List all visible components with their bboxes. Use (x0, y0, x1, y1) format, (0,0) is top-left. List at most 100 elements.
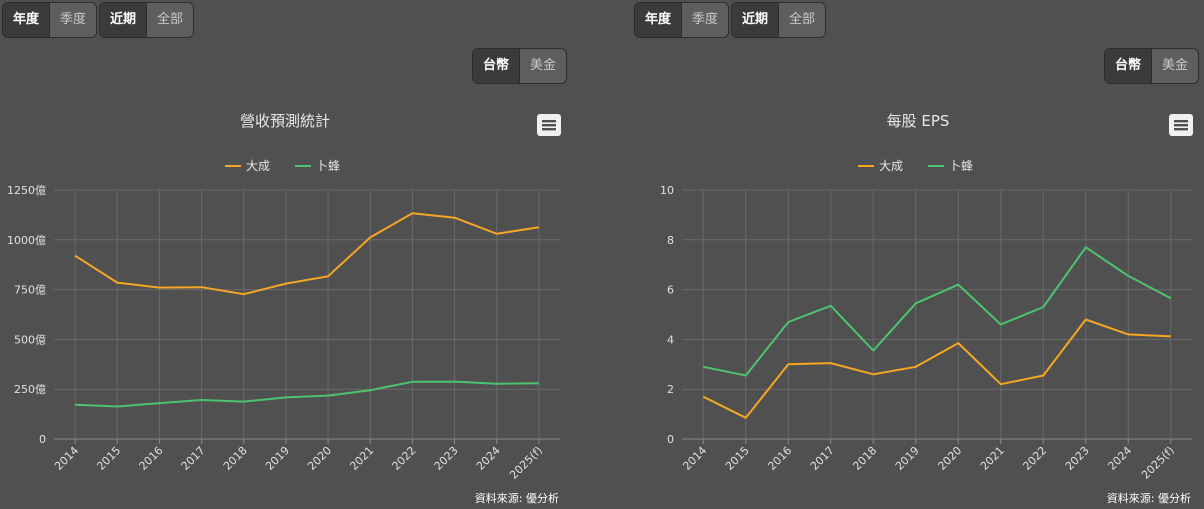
legend-item[interactable]: 卜蜂 (295, 159, 340, 173)
y-tick-label: 8 (667, 234, 674, 247)
data-point[interactable] (910, 297, 922, 309)
all-button[interactable]: 全部 (778, 3, 826, 37)
data-point[interactable] (196, 281, 208, 293)
y-tick-label: 1250億 (7, 184, 46, 197)
data-point[interactable] (111, 277, 123, 289)
y-tick-label: 1000億 (7, 234, 46, 247)
data-point[interactable] (533, 377, 545, 389)
twd-button[interactable]: 台幣 (1105, 49, 1152, 83)
x-tick-label: 2022 (390, 444, 419, 473)
currency-toggle: 台幣 美金 (472, 48, 568, 84)
data-point[interactable] (322, 270, 334, 282)
data-point[interactable] (322, 390, 334, 402)
usd-button[interactable]: 美金 (1151, 49, 1199, 83)
x-tick-label: 2022 (1020, 444, 1049, 473)
menu-icon-bar (1174, 120, 1188, 123)
data-point[interactable] (280, 278, 292, 290)
x-tick-label: 2017 (179, 444, 208, 473)
recent-button[interactable]: 近期 (100, 3, 147, 37)
x-tick-label: 2020 (305, 444, 334, 473)
data-point[interactable] (697, 391, 709, 403)
data-point[interactable] (449, 376, 461, 388)
legend-label: 大成 (246, 159, 270, 173)
data-point[interactable] (69, 250, 81, 262)
data-point[interactable] (1122, 270, 1134, 282)
data-point[interactable] (995, 378, 1007, 390)
data-point[interactable] (238, 396, 250, 408)
series-line (703, 246, 1172, 377)
legend-item[interactable]: 大成 (858, 159, 903, 173)
usd-button[interactable]: 美金 (519, 49, 567, 83)
data-point[interactable] (782, 358, 794, 370)
series-line (74, 212, 540, 296)
period-toggle: 年度 季度 (2, 2, 98, 38)
y-tick-label: 4 (667, 333, 674, 346)
chart-title: 營收預測統計 (240, 112, 330, 130)
annual-button[interactable]: 年度 (3, 3, 50, 37)
data-point[interactable] (1037, 370, 1049, 382)
y-tick-label: 10 (660, 184, 674, 197)
legend-item[interactable]: 大成 (225, 159, 270, 173)
data-point[interactable] (995, 318, 1007, 330)
data-point[interactable] (782, 316, 794, 328)
data-point[interactable] (153, 282, 165, 294)
data-point[interactable] (69, 399, 81, 411)
data-point[interactable] (697, 361, 709, 373)
annual-button[interactable]: 年度 (635, 3, 682, 37)
data-point[interactable] (364, 231, 376, 243)
quarterly-button[interactable]: 季度 (681, 3, 729, 37)
currency-toggle: 台幣 美金 (1104, 48, 1200, 84)
data-point[interactable] (406, 376, 418, 388)
data-point[interactable] (867, 368, 879, 380)
x-tick-label: 2019 (263, 444, 292, 473)
x-tick-label: 2016 (137, 444, 166, 473)
data-source-label: 資料來源: 優分析 (1107, 491, 1191, 505)
series-line (75, 380, 539, 408)
data-point[interactable] (196, 394, 208, 406)
data-point[interactable] (1080, 313, 1092, 325)
data-point[interactable] (1165, 330, 1177, 342)
data-point[interactable] (952, 279, 964, 291)
data-point[interactable] (111, 401, 123, 413)
data-point[interactable] (153, 397, 165, 409)
x-tick-label: 2016 (765, 444, 794, 473)
y-tick-label: 0 (667, 433, 674, 446)
all-button[interactable]: 全部 (146, 3, 194, 37)
quarterly-button[interactable]: 季度 (49, 3, 97, 37)
data-point[interactable] (1165, 292, 1177, 304)
hamburger-menu-icon[interactable] (537, 114, 561, 136)
data-point[interactable] (1122, 328, 1134, 340)
data-point[interactable] (825, 357, 837, 369)
y-tick-label: 2 (667, 383, 674, 396)
data-point[interactable] (910, 361, 922, 373)
data-point[interactable] (238, 288, 250, 300)
legend-label: 大成 (879, 159, 903, 173)
data-point[interactable] (1037, 301, 1049, 313)
data-point[interactable] (449, 212, 461, 224)
data-point[interactable] (825, 300, 837, 312)
data-point[interactable] (952, 337, 964, 349)
hamburger-menu-icon[interactable] (1169, 114, 1193, 136)
data-point[interactable] (867, 345, 879, 357)
x-tick-label: 2014 (680, 444, 709, 473)
legend-item[interactable]: 卜蜂 (928, 159, 973, 173)
data-point[interactable] (1080, 241, 1092, 253)
x-tick-label: 2021 (347, 444, 376, 473)
menu-icon-bar (1174, 128, 1188, 131)
twd-button[interactable]: 台幣 (473, 49, 520, 83)
data-point[interactable] (491, 228, 503, 240)
period-toggle: 年度 季度 (634, 2, 730, 38)
x-tick-label: 2019 (893, 444, 922, 473)
y-tick-label: 750億 (14, 284, 46, 297)
data-point[interactable] (533, 221, 545, 233)
data-point[interactable] (406, 207, 418, 219)
chart-title: 每股 EPS (887, 112, 950, 130)
data-point[interactable] (364, 384, 376, 396)
data-point[interactable] (280, 391, 292, 403)
data-point[interactable] (740, 412, 752, 424)
recent-button[interactable]: 近期 (732, 3, 779, 37)
data-point[interactable] (491, 378, 503, 390)
y-tick-label: 6 (667, 284, 674, 297)
data-point[interactable] (740, 370, 752, 382)
